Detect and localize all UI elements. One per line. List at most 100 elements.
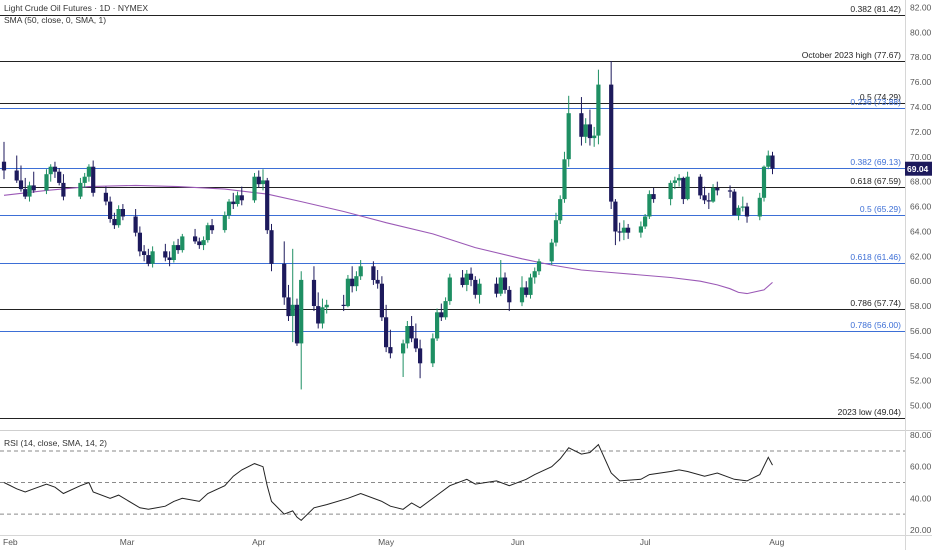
candle — [86, 164, 91, 182]
candle-body — [150, 251, 155, 264]
candle — [146, 248, 151, 267]
candle — [732, 189, 737, 216]
candle-body — [502, 277, 508, 290]
candle — [205, 222, 210, 243]
rsi-line — [3, 443, 773, 522]
candle — [320, 298, 325, 329]
candle — [324, 299, 329, 314]
candle — [256, 170, 261, 188]
candle-body — [137, 232, 142, 252]
candle — [137, 226, 142, 257]
candle-body — [672, 180, 677, 183]
candle — [626, 223, 631, 239]
candle-body — [142, 251, 147, 255]
candle — [222, 211, 227, 233]
x-tick-label: Aug — [769, 537, 784, 547]
candle — [226, 199, 232, 219]
candle-body — [103, 192, 108, 202]
candle — [477, 278, 482, 304]
candle-body — [201, 240, 206, 246]
candle-body — [222, 215, 227, 231]
candle-body — [566, 113, 571, 160]
candle — [677, 174, 682, 187]
candle — [299, 271, 304, 390]
candle — [672, 176, 677, 190]
candle-body — [384, 317, 389, 348]
candle — [193, 228, 198, 244]
candle-body — [163, 251, 168, 258]
candle-body — [668, 182, 673, 200]
candle — [14, 155, 19, 183]
candle-body — [477, 283, 482, 295]
candle-body — [409, 326, 414, 339]
candle-body — [562, 159, 567, 200]
level-label: 2023 low (49.04) — [838, 407, 901, 417]
candle — [108, 196, 113, 223]
level-label: 0.236 (73.88) — [850, 97, 901, 107]
candle-body — [706, 200, 711, 202]
candle — [668, 180, 673, 206]
candle-body — [226, 201, 232, 216]
candle-body — [443, 301, 448, 318]
sma-legend: SMA (50, close, 0, SMA, 1) — [4, 15, 106, 25]
y-tick-label: 58.00 — [910, 301, 932, 311]
candle-body — [473, 279, 478, 295]
x-tick-label: Feb — [3, 537, 18, 547]
candle — [345, 274, 350, 308]
candle — [439, 303, 444, 321]
candle — [443, 297, 448, 320]
level-label: 0.382 (81.42) — [850, 4, 901, 14]
rsi-tick-label: 40.00 — [910, 493, 932, 503]
candle — [685, 171, 690, 201]
candle-body — [57, 171, 62, 183]
candle-body — [587, 124, 592, 139]
candle-body — [176, 245, 181, 251]
candle — [519, 276, 525, 307]
candle — [613, 199, 618, 246]
candle-body — [235, 195, 240, 204]
y-tick-label: 62.00 — [910, 251, 932, 261]
candle-body — [61, 182, 66, 197]
candle-body — [405, 326, 410, 344]
candle-body — [553, 220, 559, 243]
candle-body — [18, 180, 24, 190]
candle-body — [592, 135, 597, 139]
candle-body — [52, 166, 58, 172]
candle-body — [269, 230, 274, 264]
candle-body — [294, 304, 300, 344]
candle — [430, 333, 435, 368]
candle — [57, 167, 62, 186]
candle-body — [116, 209, 121, 226]
last-price-label: 69.04 — [907, 164, 929, 174]
candle-body — [532, 271, 537, 278]
candle — [711, 184, 716, 203]
y-tick-label: 78.00 — [910, 52, 932, 62]
candle — [617, 222, 622, 242]
candle — [61, 174, 66, 201]
candle-body — [519, 287, 525, 303]
candle — [103, 186, 108, 206]
candle — [163, 243, 168, 262]
candle-body — [736, 207, 741, 216]
candle — [770, 151, 775, 175]
rsi-tick-label: 20.00 — [910, 525, 932, 535]
candle — [133, 209, 138, 237]
candle-body — [732, 191, 737, 216]
candle — [112, 212, 117, 229]
candle-body — [744, 206, 750, 217]
candle-body — [290, 304, 295, 316]
candle-body — [579, 113, 584, 137]
candle — [566, 95, 571, 167]
candle — [579, 97, 584, 146]
candle — [532, 267, 537, 284]
candle — [460, 269, 465, 288]
candle — [706, 192, 711, 210]
x-tick-label: Mar — [120, 537, 135, 547]
candle-body — [430, 338, 435, 364]
candle-body — [133, 216, 138, 233]
candle — [31, 171, 36, 193]
candle — [549, 238, 554, 266]
level-label: 0.382 (69.13) — [850, 157, 901, 167]
candle — [91, 160, 96, 197]
